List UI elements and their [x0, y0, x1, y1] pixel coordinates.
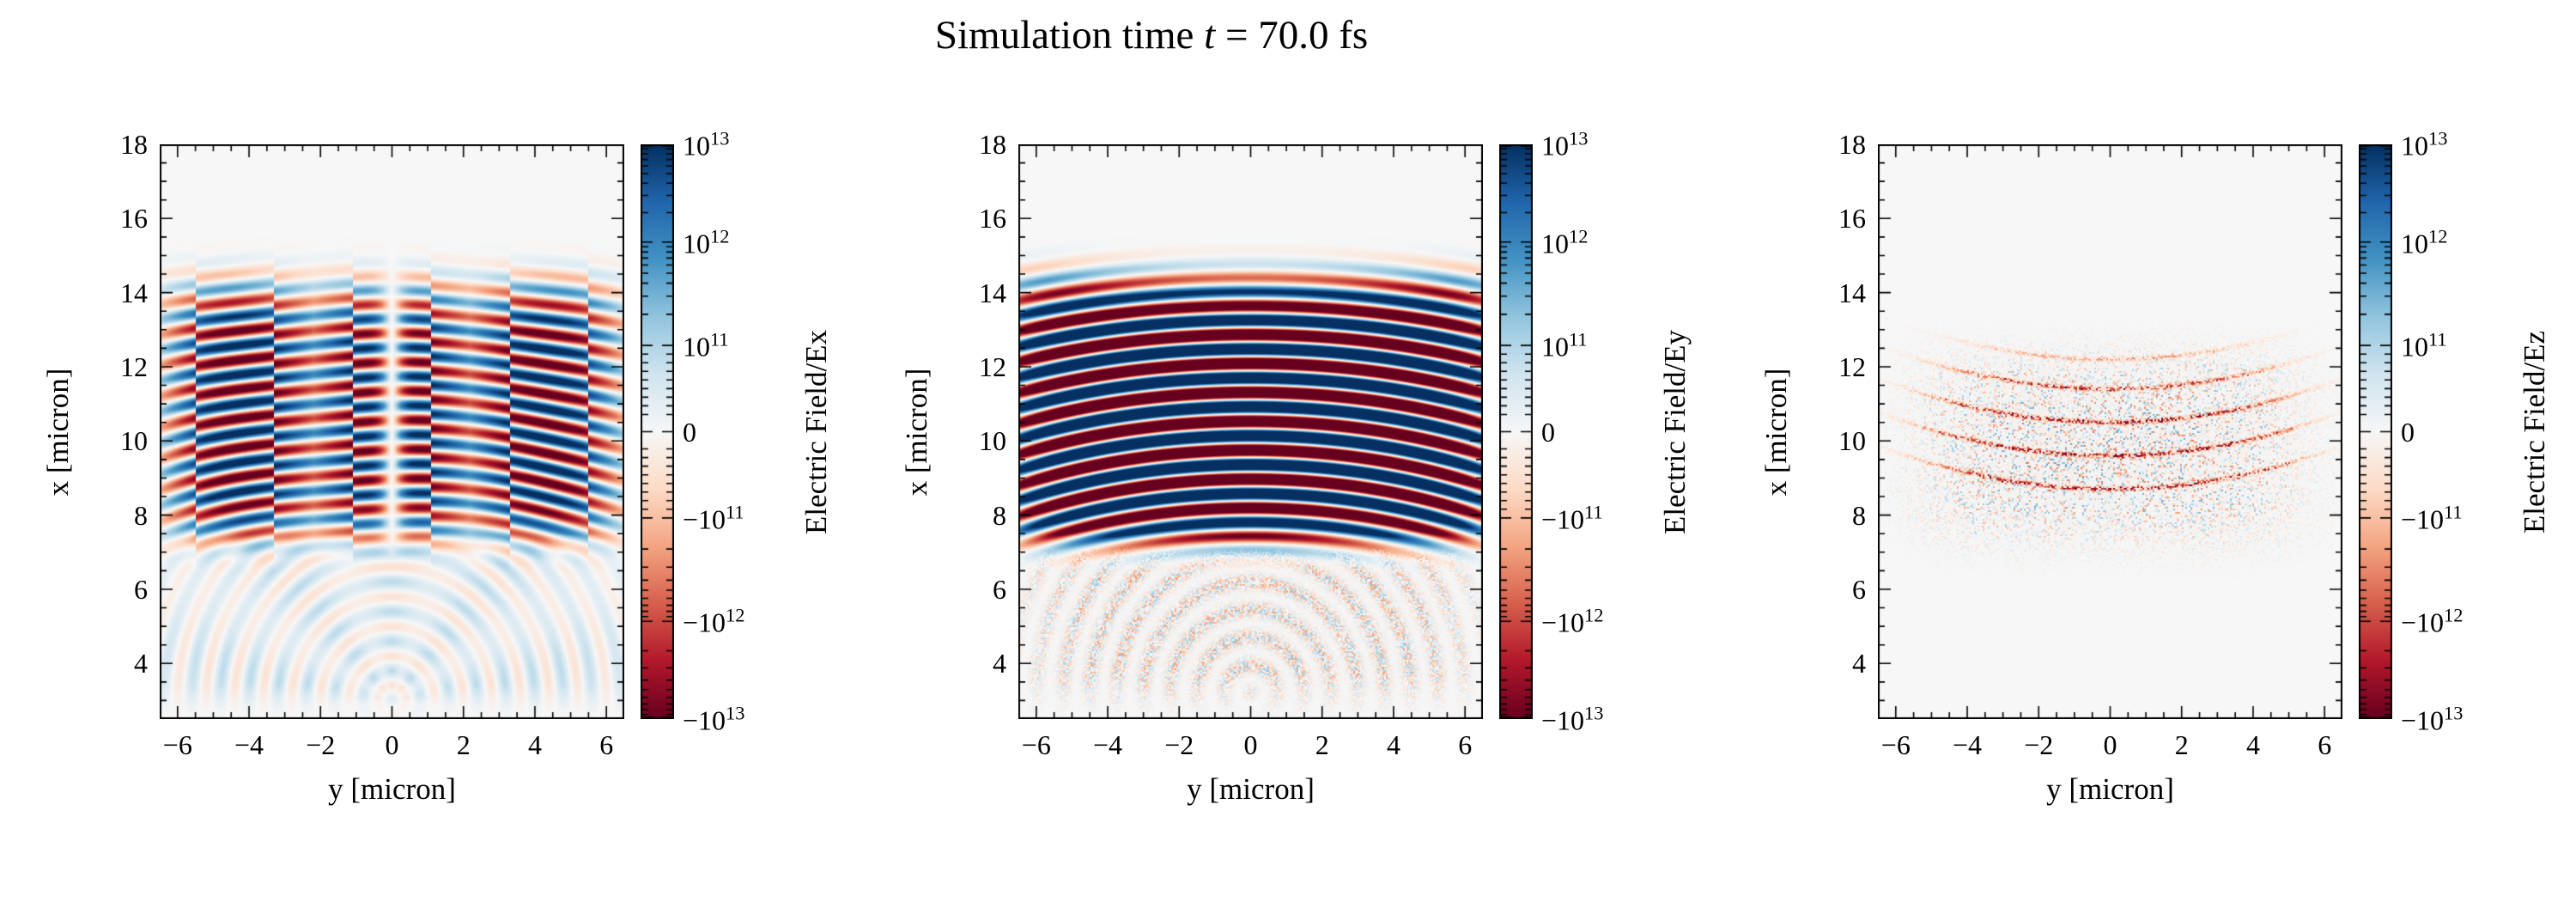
colorbar-tick-label: −1011: [683, 501, 744, 535]
y-tick-label: 10: [120, 425, 148, 457]
y-tick-label: 12: [120, 350, 148, 382]
colorbar-tick-label: −1012: [2401, 604, 2464, 638]
y-tick-label: 6: [993, 573, 1006, 605]
colorbar-tick-label: −1012: [1541, 604, 1604, 638]
y-tick-label: 8: [993, 499, 1006, 531]
y-tick-label: 4: [993, 648, 1006, 680]
y-tick-label: 12: [1838, 350, 1866, 382]
y-tick-label: 18: [979, 129, 1006, 160]
x-tick-label: 2: [1315, 729, 1329, 760]
colorbar-tick-label: 1011: [1541, 328, 1588, 363]
colorbar-tick-label: 1011: [2401, 328, 2447, 363]
colorbar-tick-label: −1012: [683, 604, 745, 638]
x-tick-label: −4: [1093, 729, 1123, 760]
x-tick-label: 6: [599, 729, 614, 760]
y-tick-label: 10: [979, 425, 1006, 457]
y-tick-label: 16: [120, 203, 148, 235]
y-axis-label: x [micron]: [41, 368, 75, 496]
y-tick-label: 16: [1838, 203, 1866, 235]
x-tick-label: 2: [2174, 729, 2189, 760]
x-tick-label: 4: [2245, 729, 2260, 760]
colorbar-tick-label: 1013: [1541, 127, 1589, 162]
x-tick-label: −2: [1164, 729, 1194, 760]
colorbar-tick-label: 1012: [2401, 225, 2448, 259]
y-tick-label: 10: [1838, 425, 1866, 457]
colorbar-tick-label: 0: [683, 416, 696, 448]
colorbar-label-ez: Electric Field/Ez: [2518, 330, 2551, 533]
colorbar-tick-label: −1011: [2401, 501, 2463, 535]
y-tick-label: 14: [120, 277, 148, 308]
heatmap-canvas-ex: [160, 144, 624, 719]
y-tick-label: 14: [1838, 277, 1866, 308]
x-tick-label: 4: [1386, 729, 1400, 760]
x-tick-label: 2: [456, 729, 471, 760]
colorbar-tick-label: 1012: [1541, 225, 1589, 259]
heatmap-canvas-ez: [1878, 144, 2342, 719]
y-tick-label: 14: [979, 277, 1006, 308]
x-axis-label: y [micron]: [1187, 772, 1315, 806]
x-tick-label: −6: [162, 729, 192, 760]
x-tick-label: −2: [306, 729, 336, 760]
x-tick-label: −4: [234, 729, 264, 760]
y-tick-label: 18: [120, 129, 148, 160]
y-tick-label: 8: [1852, 499, 1866, 531]
colorbar-canvas-ey: [1499, 144, 1533, 719]
figure-title: Simulation time t = 70.0 fs: [934, 13, 1369, 58]
x-tick-label: −2: [2024, 729, 2054, 760]
x-tick-label: 0: [2103, 729, 2117, 760]
y-tick-label: 6: [1852, 573, 1866, 605]
x-axis-label: y [micron]: [328, 772, 456, 806]
x-tick-label: −4: [1953, 729, 1983, 760]
y-tick-label: 8: [134, 499, 148, 531]
colorbar-tick-label: −1011: [1541, 501, 1603, 535]
colorbar-tick-label: 1012: [683, 225, 730, 259]
colorbar-canvas-ex: [641, 144, 674, 719]
colorbar-label-ex: Electric Field/Ex: [799, 329, 833, 534]
y-tick-label: 16: [979, 203, 1006, 235]
x-tick-label: −6: [1880, 729, 1911, 760]
colorbar-tick-label: 1011: [683, 328, 729, 363]
colorbar-tick-label: 1013: [2401, 127, 2448, 162]
x-tick-label: 0: [1243, 729, 1258, 760]
colorbar-tick-label: −1013: [683, 702, 745, 736]
y-tick-label: 4: [1852, 648, 1866, 680]
x-tick-label: 6: [2318, 729, 2332, 760]
colorbar-label-ey: Electric Field/Ey: [1658, 329, 1692, 534]
x-tick-label: 6: [1458, 729, 1473, 760]
y-tick-label: 4: [134, 648, 148, 680]
heatmap-canvas-ey: [1018, 144, 1483, 719]
colorbar-tick-label: 0: [2401, 416, 2415, 448]
x-tick-label: 4: [527, 729, 542, 760]
colorbar-tick-label: 0: [1541, 416, 1555, 448]
x-tick-label: 0: [385, 729, 399, 760]
y-tick-label: 6: [134, 573, 148, 605]
y-axis-label: x [micron]: [900, 368, 933, 496]
colorbar-tick-label: −1013: [2401, 702, 2464, 736]
colorbar-tick-label: −1013: [1541, 702, 1604, 736]
x-axis-label: y [micron]: [2046, 772, 2174, 806]
x-tick-label: −6: [1021, 729, 1051, 760]
y-axis-label: x [micron]: [1759, 368, 1793, 496]
y-tick-label: 18: [1838, 129, 1866, 160]
colorbar-tick-label: 1013: [683, 127, 730, 162]
y-tick-label: 12: [979, 350, 1006, 382]
colorbar-canvas-ez: [2359, 144, 2392, 719]
